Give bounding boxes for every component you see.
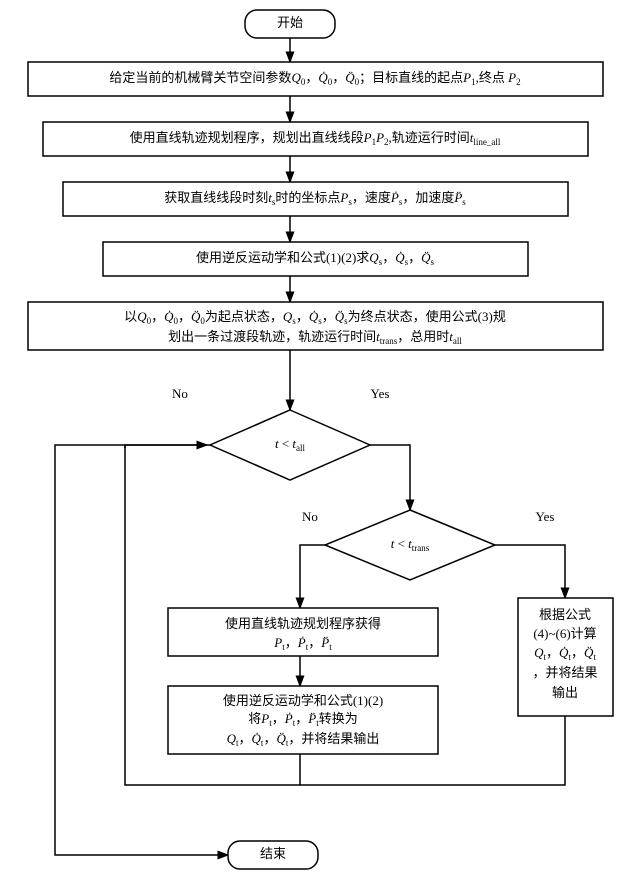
d2-yes-label: Yes <box>536 509 555 524</box>
node-n5-text-2: 划出一条过渡段轨迹，轨迹运行时间ttrans，总用时tall <box>168 329 462 346</box>
d1-yes-label: Yes <box>371 386 390 401</box>
node-n2-text: 使用直线轨迹规划程序，规划出直线线段P1P2,轨迹运行时间tline_all <box>130 130 501 147</box>
node-n6-text-2: Pt，Ṗt，P̈t <box>273 635 332 652</box>
node-n5-text-1: 以Q0，Q̇0，Q̈0为起点状态，Qs，Q̇s，Q̈s为终点状态，使用公式(3)… <box>124 309 506 326</box>
node-n7-text-3: Qt，Q̇t，Q̈t，并将结果输出 <box>227 731 380 748</box>
edge-d1-d2 <box>370 445 410 510</box>
edge-d2-n8 <box>495 545 565 598</box>
d2-no-label: No <box>302 509 318 524</box>
node-n3-text: 获取直线线段时刻ts时的坐标点Ps，速度Ṗs，加速度P̈s <box>164 190 466 207</box>
node-n8-text-2: (4)~(6)计算 <box>533 626 596 641</box>
node-n8-text-3: Qt，Q̇t，Q̈t <box>534 645 596 662</box>
node-n8-text-1: 根据公式 <box>539 607 591 622</box>
flowchart-canvas: 开始 给定当前的机械臂关节空间参数Q0，Q̇0，Q̈0；目标直线的起点P1,终点… <box>0 0 631 884</box>
node-n1-text: 给定当前的机械臂关节空间参数Q0，Q̇0，Q̈0；目标直线的起点P1,终点 P2 <box>109 70 520 87</box>
d1-no-label: No <box>172 386 188 401</box>
node-n4-text: 使用逆反运动学和公式(1)(2)求Qs，Q̇s，Q̈s <box>196 250 435 267</box>
node-n8-text-4: ，并将结果 <box>532 665 597 680</box>
node-end-label: 结束 <box>260 846 286 861</box>
node-n7-text-2: 将Pt，Ṗt，P̈t转换为 <box>248 711 357 728</box>
edge-d2-n6 <box>300 545 325 608</box>
node-start-label: 开始 <box>277 15 303 30</box>
node-n6-text-1: 使用直线轨迹规划程序获得 <box>225 616 381 631</box>
edge-n7-loop-arrow <box>125 445 207 448</box>
node-n8-text-5: 输出 <box>552 685 578 700</box>
node-n7-text-1: 使用逆反运动学和公式(1)(2) <box>223 693 383 708</box>
